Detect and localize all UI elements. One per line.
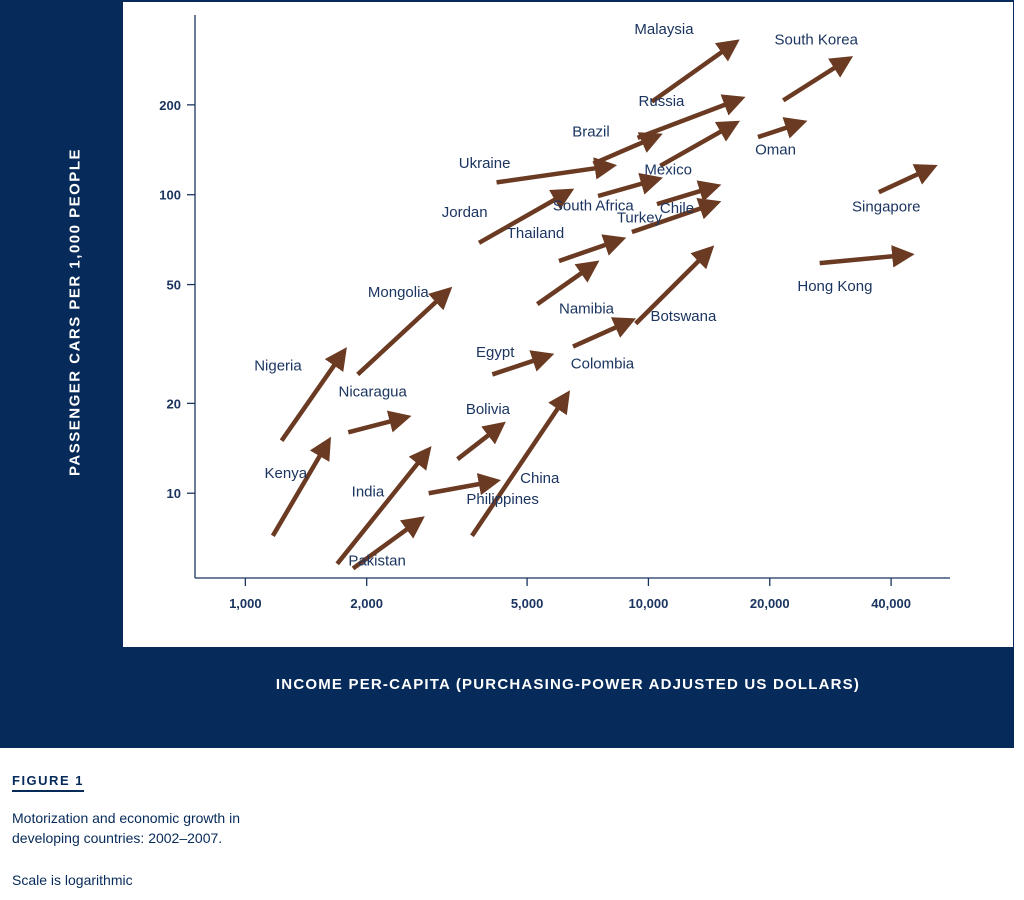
y-axis-title: PASSENGER CARS PER 1,000 PEOPLE (66, 148, 84, 476)
x-tick-label: 1,000 (229, 596, 262, 611)
country-label: Ukraine (459, 155, 511, 172)
country-label: Jordan (442, 204, 488, 221)
arrow-nigeria (279, 347, 347, 442)
country-label: Nicaragua (339, 384, 408, 401)
country-label: Hong Kong (797, 278, 872, 295)
y-tick-label: 10 (167, 486, 181, 501)
y-tick-label: 100 (159, 188, 181, 203)
country-label: Brazil (572, 124, 610, 141)
country-label: South Africa (553, 197, 635, 214)
arrow-mexico (659, 120, 741, 168)
country-label: Namibia (559, 301, 615, 318)
arrow-south-korea (782, 56, 854, 103)
arrow-russia (636, 94, 746, 141)
country-label: Thailand (507, 225, 565, 242)
arrow-nicaragua (347, 410, 412, 435)
arrow-jordan (477, 188, 575, 245)
figure-label: FIGURE 1 (12, 773, 84, 792)
country-label: Nigeria (254, 358, 302, 375)
arrow-india (335, 446, 432, 566)
arrow-mongolia (356, 286, 453, 377)
plot-area (123, 2, 1013, 647)
arrow-malaysia (650, 39, 740, 104)
x-axis-title: INCOME PER-CAPITA (PURCHASING-POWER ADJU… (275, 676, 861, 693)
arrow-chile (656, 180, 722, 207)
arrow-hong-kong (819, 245, 915, 268)
x-tick-label: 20,000 (750, 596, 790, 611)
scatter-chart: 1,000 2,000 5,000 10,000 20,000 40,000 10 20 50 1… (159, 15, 950, 611)
country-label: Philippines (466, 491, 539, 508)
country-label: Egypt (476, 344, 515, 361)
scale-note: Scale is logarithmic (12, 872, 133, 888)
arrow-south-africa (597, 172, 663, 199)
x-tick-label: 10,000 (629, 596, 669, 611)
country-label: Colombia (571, 355, 635, 372)
country-label: India (352, 484, 385, 501)
country-label: Singapore (852, 198, 920, 215)
country-label: Chile (660, 200, 694, 217)
x-tick-label: 40,000 (871, 596, 911, 611)
arrow-kenya (270, 436, 332, 537)
arrow-pakistan (351, 516, 425, 571)
country-label: Pakistan (348, 553, 406, 570)
arrow-egypt (491, 350, 555, 377)
y-tick-label: 200 (159, 98, 181, 113)
arrow-botswana (634, 245, 715, 326)
country-label: Mongolia (368, 284, 430, 301)
arrow-ukraine (496, 157, 618, 185)
arrow-thailand (558, 234, 627, 264)
y-tick-label: 20 (167, 396, 181, 411)
y-tick-label: 50 (167, 278, 181, 293)
country-label: Malaysia (634, 21, 694, 38)
country-label: China (520, 470, 560, 487)
country-label: Mexico (644, 161, 692, 178)
country-label: Kenya (265, 465, 308, 482)
arrow-oman (757, 117, 808, 140)
country-label: Turkey (617, 209, 663, 226)
country-label: Russia (639, 93, 686, 110)
figure-caption: Motorization and economic growth in deve… (12, 810, 241, 846)
arrow-philippines (428, 473, 501, 496)
arrow-china (470, 390, 571, 538)
country-label: Bolivia (466, 401, 511, 418)
country-label: Botswana (650, 308, 717, 325)
arrow-singapore (877, 164, 938, 195)
x-tick-label: 2,000 (350, 596, 383, 611)
country-label: Oman (755, 142, 796, 159)
country-label: South Korea (775, 31, 859, 48)
arrow-colombia (572, 317, 637, 349)
arrow-namibia (535, 260, 600, 306)
arrow-turkey (631, 197, 722, 235)
arrow-bolivia (456, 421, 506, 461)
x-tick-label: 5,000 (511, 596, 544, 611)
